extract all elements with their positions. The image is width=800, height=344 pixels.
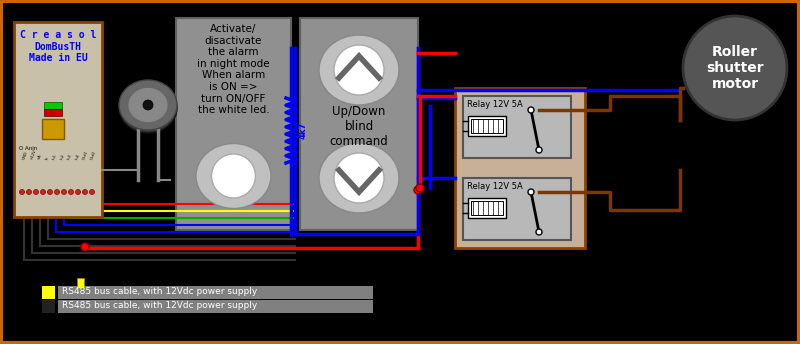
Bar: [42, 119, 64, 139]
Ellipse shape: [119, 83, 177, 133]
Ellipse shape: [319, 35, 399, 105]
Circle shape: [75, 190, 81, 194]
Circle shape: [536, 147, 542, 153]
Text: GND: GND: [22, 150, 29, 160]
Text: In2: In2: [59, 153, 66, 160]
Ellipse shape: [319, 143, 399, 213]
FancyBboxPatch shape: [463, 96, 571, 158]
FancyBboxPatch shape: [176, 18, 291, 230]
Circle shape: [528, 107, 534, 113]
Text: Roller
shutter
motor: Roller shutter motor: [706, 45, 764, 91]
Bar: [42, 300, 55, 313]
Circle shape: [82, 190, 87, 194]
Bar: [58, 286, 373, 299]
Circle shape: [62, 190, 66, 194]
Circle shape: [34, 190, 38, 194]
Text: O Anin: O Anin: [19, 146, 38, 151]
Bar: [77, 278, 84, 288]
Circle shape: [81, 243, 89, 251]
FancyBboxPatch shape: [455, 88, 585, 248]
Bar: [42, 286, 55, 299]
FancyBboxPatch shape: [463, 178, 571, 240]
Circle shape: [143, 100, 153, 110]
Text: 4k7: 4k7: [299, 121, 308, 139]
Bar: [58, 300, 373, 313]
FancyBboxPatch shape: [300, 18, 418, 230]
Circle shape: [416, 184, 424, 192]
Bar: [44, 109, 62, 116]
Text: In4: In4: [74, 153, 80, 160]
Text: RS485 bus cable, with 12Vdc power supply: RS485 bus cable, with 12Vdc power supply: [62, 301, 258, 311]
Circle shape: [334, 153, 384, 203]
Text: +12V: +12V: [30, 148, 37, 160]
Text: Relay 12V 5A: Relay 12V 5A: [467, 182, 522, 191]
Ellipse shape: [119, 80, 177, 130]
Text: In1: In1: [52, 153, 58, 160]
FancyBboxPatch shape: [14, 22, 102, 217]
Text: C r e a s o l
DomBusTH
Made in EU: C r e a s o l DomBusTH Made in EU: [20, 30, 96, 63]
Circle shape: [26, 190, 31, 194]
Bar: [471, 119, 503, 133]
Ellipse shape: [196, 143, 271, 208]
Bar: [471, 201, 503, 215]
Circle shape: [528, 189, 534, 195]
Circle shape: [536, 229, 542, 235]
Circle shape: [334, 45, 384, 95]
Circle shape: [47, 190, 53, 194]
Text: Out1: Out1: [82, 150, 89, 160]
Text: In3: In3: [67, 153, 73, 160]
Circle shape: [90, 190, 94, 194]
Text: Out2: Out2: [90, 150, 97, 160]
Circle shape: [19, 190, 25, 194]
Circle shape: [211, 154, 255, 198]
Bar: [44, 102, 62, 109]
Text: RS485 bus cable, with 12Vdc power supply: RS485 bus cable, with 12Vdc power supply: [62, 288, 258, 297]
Text: b: b: [45, 156, 49, 160]
Text: Up/Down
blind
command: Up/Down blind command: [330, 105, 388, 148]
Bar: [468, 198, 506, 218]
Circle shape: [69, 190, 74, 194]
Circle shape: [414, 186, 422, 194]
Circle shape: [54, 190, 59, 194]
Text: Relay 12V 5A: Relay 12V 5A: [467, 100, 522, 109]
Bar: [468, 116, 506, 136]
Circle shape: [41, 190, 46, 194]
Circle shape: [683, 16, 787, 120]
Text: Activate/
disactivate
the alarm
in night mode
When alarm
is ON =>
turn ON/OFF
th: Activate/ disactivate the alarm in night…: [197, 24, 270, 115]
Text: +A: +A: [37, 153, 42, 160]
Ellipse shape: [128, 87, 168, 122]
